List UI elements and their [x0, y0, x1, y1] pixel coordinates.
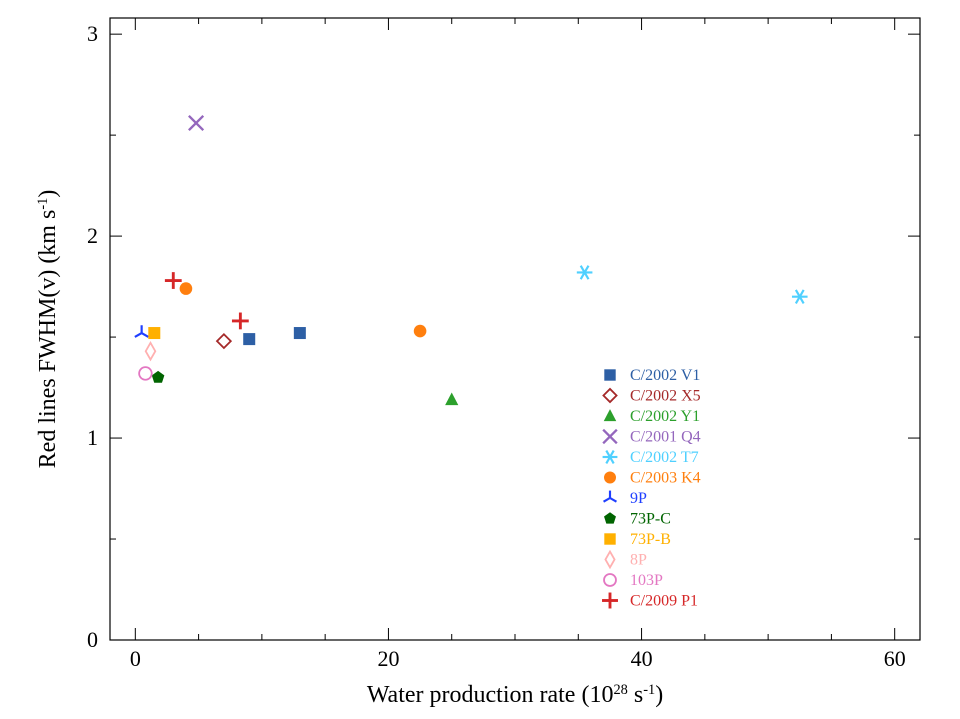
- legend-entry: 8P: [605, 552, 647, 569]
- legend-label: 103P: [630, 572, 663, 589]
- data-point: [146, 343, 156, 360]
- legend-entry: 73P-C: [604, 511, 671, 528]
- y-tick-label: 1: [87, 425, 98, 450]
- legend-label: 73P-C: [630, 511, 671, 528]
- data-point: [792, 290, 808, 304]
- data-point: [243, 333, 255, 345]
- legend-entry: C/2002 Y1: [604, 408, 700, 425]
- data-point: [445, 392, 458, 405]
- y-tick-label: 3: [87, 21, 98, 46]
- legend-label: C/2001 Q4: [630, 429, 701, 446]
- data-point: [294, 327, 306, 339]
- legend-entry: 73P-B: [604, 531, 671, 548]
- x-tick-label: 40: [631, 646, 653, 671]
- data-point: [165, 272, 182, 289]
- y-axis-label: Red lines FWHM(v) (km s-1): [35, 190, 61, 469]
- legend-label: C/2002 T7: [630, 449, 699, 466]
- data-point: [414, 325, 427, 338]
- legend-entry: 103P: [604, 572, 663, 589]
- x-tick-label: 20: [377, 646, 399, 671]
- data-point: [135, 325, 149, 337]
- legend-label: C/2002 V1: [630, 367, 700, 384]
- legend-entry: 9P: [604, 490, 647, 507]
- legend-label: C/2003 K4: [630, 470, 701, 487]
- data-point: [152, 371, 165, 383]
- x-tick-label: 60: [884, 646, 906, 671]
- legend-label: 9P: [630, 490, 647, 507]
- legend: C/2002 V1 C/2002 X5 C/2002 Y1 C/2001 Q4 C/20…: [602, 367, 701, 610]
- legend-entry: C/2002 X5: [603, 388, 700, 405]
- data-point: [148, 327, 160, 339]
- data-point: [217, 334, 231, 348]
- y-tick-label: 0: [87, 627, 98, 652]
- x-tick-label: 0: [130, 646, 141, 671]
- legend-entry: C/2003 K4: [604, 470, 701, 487]
- x-axis-label: Water production rate (1028 s-1): [367, 682, 663, 708]
- legend-label: 8P: [630, 552, 647, 569]
- legend-label: C/2002 X5: [630, 388, 701, 405]
- legend-label: 73P-B: [630, 531, 671, 548]
- legend-entry: C/2009 P1: [602, 593, 698, 610]
- legend-label: C/2009 P1: [630, 593, 698, 610]
- y-tick-label: 2: [87, 223, 98, 248]
- data-point: [139, 367, 152, 380]
- data-point: [232, 313, 249, 330]
- legend-entry: C/2002 V1: [604, 367, 700, 384]
- legend-label: C/2002 Y1: [630, 408, 700, 425]
- scatter-chart: 0 20 40 60 0 1 2 3 Water production rate (1028 s…: [0, 0, 960, 719]
- data-point: [189, 116, 203, 130]
- data-point: [577, 266, 593, 280]
- legend-entry: C/2002 T7: [603, 449, 699, 466]
- data-point: [180, 282, 193, 295]
- data-points: [135, 116, 808, 405]
- legend-entry: C/2001 Q4: [603, 429, 701, 446]
